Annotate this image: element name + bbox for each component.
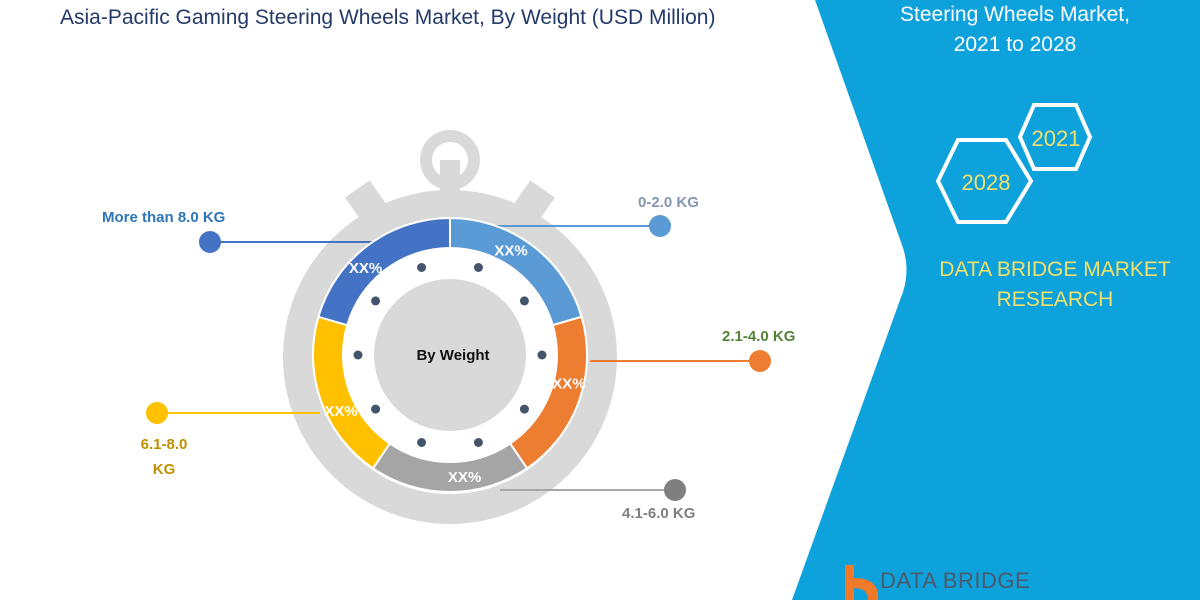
- data-label-2: XX%: [448, 469, 481, 486]
- side-title-line-1: Steering Wheels Market,: [900, 3, 1130, 26]
- callout-dot-2: [664, 479, 686, 501]
- logo-text: DATA BRIDGE: [880, 568, 1031, 593]
- callout-dot-4: [199, 231, 221, 253]
- hex-year-2028: 2028: [962, 170, 1011, 195]
- brand-line-1: DATA BRIDGE MARKET: [939, 258, 1171, 281]
- callout-dot-3: [146, 402, 168, 424]
- callout-dot-0: [649, 215, 671, 237]
- dial-dot: [417, 263, 427, 273]
- dial-dot: [417, 437, 427, 447]
- data-label-3: XX%: [324, 403, 357, 420]
- dial-dot: [371, 296, 381, 306]
- dial-dot: [353, 350, 363, 360]
- side-title-line-2: 2021 to 2028: [953, 33, 1077, 56]
- legend-label-4: More than 8.0 KG: [102, 209, 226, 226]
- dial-dot: [473, 263, 483, 273]
- legend-label-2: 4.1-6.0 KG: [622, 505, 696, 522]
- hexagon-2028: [935, 138, 1034, 224]
- side-panel-background: [792, 0, 1200, 600]
- page-title: Asia-Pacific Gaming Steering Wheels Mark…: [60, 6, 716, 29]
- data-label-1: XX%: [552, 375, 585, 392]
- dial-dot: [519, 404, 529, 414]
- center-label: By Weight: [416, 347, 489, 364]
- dial-dot: [537, 350, 547, 360]
- logo-icon: [845, 565, 879, 600]
- legend-label-1: 2.1-4.0 KG: [722, 328, 796, 345]
- center-disc: [374, 279, 526, 431]
- dial-dot: [519, 296, 529, 306]
- dial-dot: [371, 404, 381, 414]
- dial-dot: [473, 437, 483, 447]
- callout-dot-1: [749, 350, 771, 372]
- brand-text: DATA BRIDGE MARKET RESEARCH: [915, 255, 1195, 315]
- side-panel-title: Steering Wheels Market, 2021 to 2028: [855, 0, 1175, 60]
- data-label-4: XX%: [349, 260, 382, 277]
- data-label-0: XX%: [494, 242, 527, 259]
- hexagon-2021: [1017, 103, 1093, 171]
- legend-label-3: 6.1-8.0 KG: [140, 436, 188, 478]
- legend-label-0: 0-2.0 KG: [638, 194, 699, 211]
- donut-segment-4: [317, 216, 451, 327]
- hex-year-2021: 2021: [1032, 126, 1081, 151]
- brand-line-2: RESEARCH: [996, 288, 1114, 311]
